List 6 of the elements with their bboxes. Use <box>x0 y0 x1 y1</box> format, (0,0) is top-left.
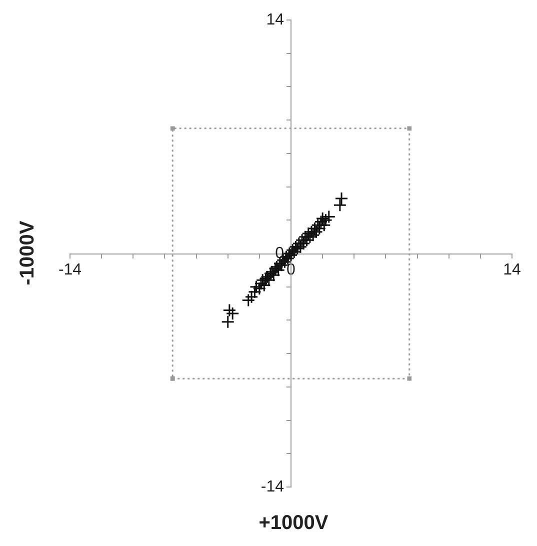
x-tick-label: 14 <box>503 262 521 279</box>
x-axis-title: +1000V <box>258 512 330 535</box>
y-tick-label: 14 <box>266 11 284 28</box>
x-tick-label: -14 <box>58 262 82 279</box>
y-tick-label: -14 <box>260 478 284 496</box>
y-axis-title: -1000V <box>16 220 40 286</box>
